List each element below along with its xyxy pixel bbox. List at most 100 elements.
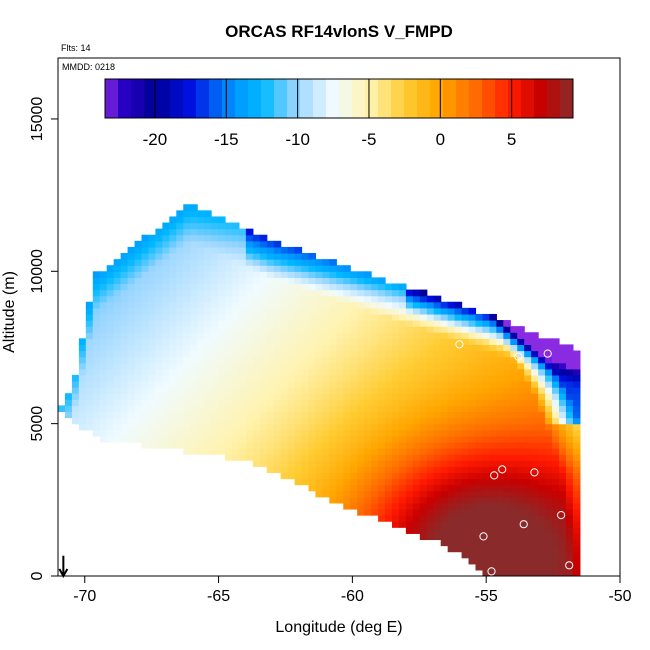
heatmap-cell (440, 405, 449, 413)
heatmap-cell (538, 350, 546, 358)
heatmap-cell (252, 234, 261, 242)
heatmap-cell (273, 405, 282, 413)
heatmap-cell (266, 240, 275, 248)
heatmap-cell (419, 417, 428, 425)
heatmap-cell (252, 374, 261, 382)
heatmap-cell (231, 344, 240, 352)
heatmap-cell (489, 521, 497, 528)
heatmap-cell (412, 508, 421, 516)
colorbar-segment (521, 79, 535, 118)
heatmap-cell (552, 496, 560, 504)
heatmap-cell (475, 484, 484, 492)
heatmap-cell (315, 399, 324, 406)
heatmap-cell (357, 411, 365, 419)
heatmap-cell (447, 307, 456, 315)
heatmap-cell (190, 210, 198, 218)
heatmap-cell (405, 350, 414, 358)
heatmap-cell (329, 417, 337, 425)
heatmap-cell (378, 380, 386, 388)
heatmap-cell (169, 259, 177, 266)
heatmap-cell (315, 454, 324, 461)
heatmap-cell (301, 283, 310, 291)
heatmap-cell (565, 533, 574, 541)
heatmap-cell (350, 466, 358, 473)
heatmap-cell (517, 441, 525, 449)
heatmap-cell (308, 332, 317, 339)
heatmap-cell (489, 399, 497, 406)
heatmap-cell (524, 380, 532, 388)
heatmap-cell (385, 374, 393, 382)
heatmap-cell (78, 405, 87, 413)
heatmap-cell (322, 417, 330, 425)
heatmap-cell (440, 301, 449, 309)
heatmap-cell (315, 448, 324, 455)
heatmap-cell (475, 527, 484, 534)
heatmap-cell (398, 338, 407, 346)
heatmap-cell (357, 393, 365, 400)
heatmap-cell (308, 429, 317, 437)
heatmap-cell (301, 301, 310, 309)
heatmap-cell (552, 569, 560, 576)
heatmap-cell (440, 332, 449, 339)
heatmap-cell (273, 374, 282, 382)
colorbar-segment (287, 79, 301, 118)
heatmap-cell (92, 338, 101, 346)
heatmap-cell (350, 460, 358, 467)
heatmap-cell (266, 307, 275, 315)
heatmap-cell (127, 362, 136, 370)
heatmap-cell (92, 362, 101, 370)
heatmap-cell (524, 484, 532, 492)
heatmap-cell (475, 411, 484, 419)
heatmap-cell (545, 551, 553, 559)
heatmap-cell (231, 228, 240, 236)
heatmap-cell (378, 472, 386, 480)
heatmap-cell (218, 344, 226, 352)
heatmap-cell (259, 253, 268, 260)
heatmap-cell (538, 490, 546, 498)
heatmap-cell (545, 429, 553, 437)
heatmap-cell (357, 277, 365, 285)
heatmap-cell (190, 295, 198, 303)
heatmap-cell (259, 362, 268, 370)
heatmap-cell (336, 417, 344, 425)
heatmap-cell (190, 307, 198, 315)
heatmap-cell (558, 448, 567, 455)
heatmap-cell (183, 387, 191, 394)
heatmap-cell (378, 429, 386, 437)
heatmap-cell (259, 246, 268, 254)
heatmap-cell (517, 472, 525, 480)
heatmap-cell (482, 417, 490, 425)
heatmap-cell (162, 423, 170, 431)
colorbar-segment (365, 79, 379, 118)
heatmap-cell (106, 393, 115, 400)
heatmap-cell (398, 380, 407, 388)
heatmap-cell (524, 508, 532, 516)
heatmap-cell (426, 380, 435, 388)
heatmap-cell (378, 454, 386, 461)
heatmap-cell (336, 271, 344, 278)
heatmap-cell (92, 313, 101, 321)
heatmap-cell (440, 374, 449, 382)
heatmap-cell (238, 326, 247, 333)
heatmap-cell (385, 295, 393, 303)
heatmap-cell (510, 569, 518, 576)
heatmap-cell (197, 362, 205, 370)
heatmap-cell (364, 393, 372, 400)
heatmap-cell (524, 539, 532, 547)
heatmap-cell (211, 271, 219, 278)
heatmap-cell (524, 429, 532, 437)
heatmap-cell (412, 350, 421, 358)
heatmap-cell (496, 515, 504, 522)
heatmap-cell (134, 417, 143, 425)
heatmap-cell (204, 441, 212, 449)
heatmap-cell (572, 545, 581, 553)
heatmap-cell (545, 448, 553, 455)
heatmap-cell (531, 429, 539, 437)
heatmap-cell (224, 448, 233, 455)
heatmap-cell (350, 332, 358, 339)
heatmap-cell (148, 405, 157, 413)
heatmap-cell (134, 368, 143, 376)
heatmap-cell (531, 350, 539, 358)
heatmap-cell (572, 350, 581, 358)
heatmap-cell (426, 338, 435, 346)
